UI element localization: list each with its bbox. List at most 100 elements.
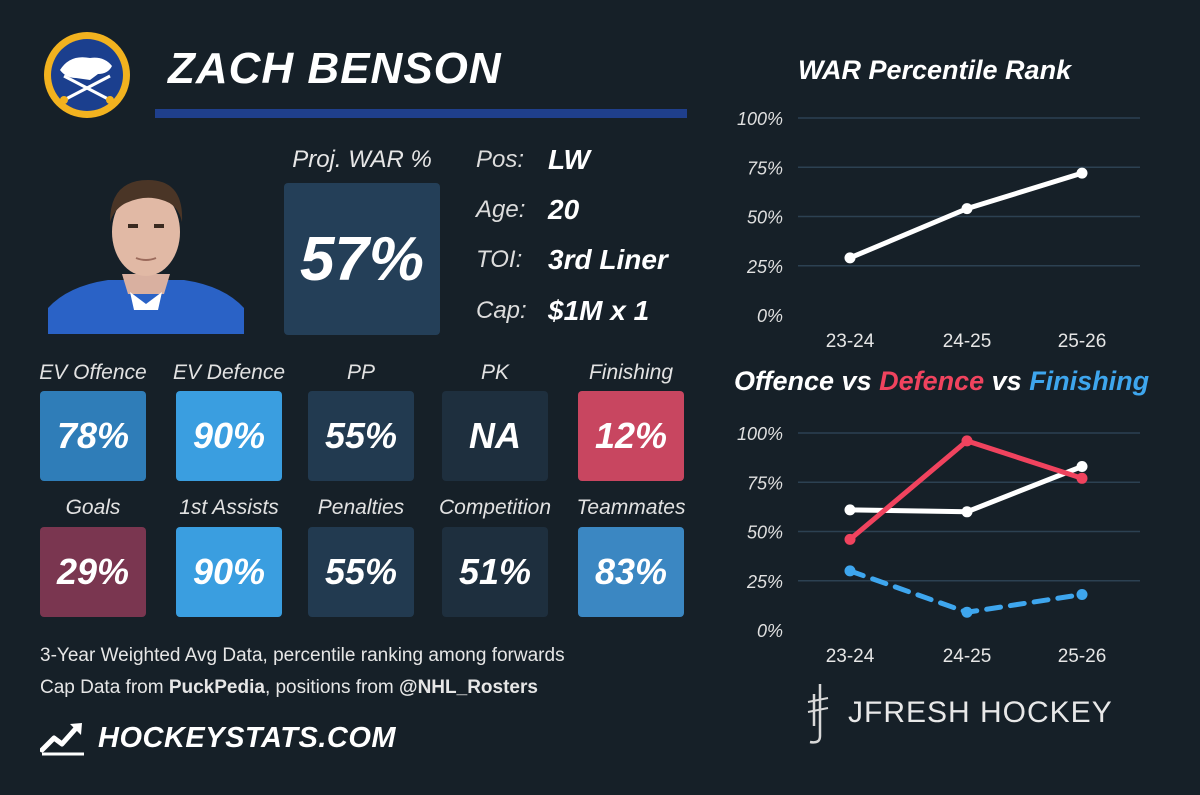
stat-value: 83% xyxy=(594,551,668,592)
stat-label-penalties: Penalties xyxy=(317,496,405,519)
stat-label-pk: PK xyxy=(480,361,509,384)
stat-value: 90% xyxy=(192,415,266,456)
footnote-method: 3-Year Weighted Avg Data, percentile ran… xyxy=(40,645,565,666)
stat-value: 29% xyxy=(56,551,130,592)
series-line-2 xyxy=(847,568,1085,615)
stat-box-competition: 51% xyxy=(442,527,548,617)
proj-war-label: Proj. WAR % xyxy=(292,146,432,173)
sabres-logo-icon xyxy=(44,32,130,118)
chart2-title-vs1: vs xyxy=(834,366,880,396)
info-row-pos: Pos: LW xyxy=(476,140,590,180)
x-tick-label: 23-24 xyxy=(826,331,875,352)
info-label: TOI: xyxy=(476,246,523,273)
name-underline xyxy=(155,109,687,118)
y-tick-label: 0% xyxy=(757,306,783,326)
proj-war-box: 57% xyxy=(284,183,440,335)
info-value: LW xyxy=(548,144,590,175)
x-tick-label: 25-26 xyxy=(1058,331,1107,352)
data-point xyxy=(961,606,973,618)
chart2-title-finishing: Finishing xyxy=(1029,366,1150,396)
chart2-title-vs2: vs xyxy=(984,366,1030,396)
stat-box-penalties: 55% xyxy=(308,527,414,617)
chart1-title: WAR Percentile Rank xyxy=(798,55,1072,85)
y-tick-label: 25% xyxy=(746,572,783,592)
war-percentile-chart: 0% 25% 50% 75% 100% 23-24 24-25 25-26 xyxy=(737,109,1140,352)
stat-value: 78% xyxy=(56,415,130,456)
x-tick-label: 24-25 xyxy=(943,331,992,352)
y-tick-label: 25% xyxy=(746,257,783,277)
stat-value: 55% xyxy=(324,415,398,456)
info-value: $1M x 1 xyxy=(548,295,650,326)
y-tick-label: 50% xyxy=(747,523,783,543)
y-tick-label: 100% xyxy=(737,109,783,129)
stat-box-1st-assists: 90% xyxy=(176,527,282,617)
stat-label-1st-assists: 1st Assists xyxy=(179,496,279,519)
stat-label-finishing: Finishing xyxy=(588,361,674,384)
footnote-sources: Cap Data from PuckPedia, positions from … xyxy=(40,677,538,699)
jfresh-brand: JFRESH HOCKEY xyxy=(800,680,1113,746)
series-line-0 xyxy=(847,170,1085,261)
y-tick-label: 75% xyxy=(747,473,783,493)
info-label: Age: xyxy=(476,196,526,223)
proj-war-value: 57% xyxy=(299,224,425,294)
hockeystats-brand: HOCKEYSTATS.COM xyxy=(40,720,396,756)
chart2-title-defence: Defence xyxy=(879,366,985,396)
series-line-1 xyxy=(847,438,1085,542)
stat-box-pp: 55% xyxy=(308,391,414,481)
data-point xyxy=(961,435,973,447)
stat-label-teammates: Teammates xyxy=(576,496,686,519)
info-label: Pos: xyxy=(476,146,525,173)
data-point xyxy=(844,252,856,264)
y-tick-label: 0% xyxy=(757,621,783,641)
info-value: 3rd Liner xyxy=(548,244,668,275)
stat-label-ev-offence: EV Offence xyxy=(39,361,147,384)
chart2-title: Offence vs Defence vs Finishing xyxy=(734,366,1149,397)
info-row-age: Age: 20 xyxy=(476,190,579,230)
data-point xyxy=(844,504,856,516)
stat-label-ev-defence: EV Defence xyxy=(172,361,286,384)
player-name: ZACH BENSON xyxy=(168,44,502,93)
offence-defence-finishing-chart: 0% 25% 50% 75% 100% 23-24 24-25 25-26 xyxy=(737,424,1140,667)
stat-box-goals: 29% xyxy=(40,527,146,617)
stat-box-pk: NA xyxy=(442,391,548,481)
data-point xyxy=(1076,472,1088,484)
stat-value: 12% xyxy=(594,415,668,456)
jfresh-logo-icon xyxy=(807,684,829,744)
hockeystats-text: HOCKEYSTATS.COM xyxy=(98,721,397,754)
data-point xyxy=(961,203,973,215)
x-tick-label: 23-24 xyxy=(826,646,875,667)
hockeystats-logo-icon xyxy=(40,723,84,756)
stat-value: NA xyxy=(469,415,521,456)
stat-label-goals: Goals xyxy=(65,496,121,519)
data-point xyxy=(844,565,856,577)
stat-box-ev-defence: 90% xyxy=(176,391,282,481)
data-point xyxy=(961,506,973,518)
info-value: 20 xyxy=(548,194,580,225)
data-point xyxy=(1076,589,1088,601)
series-line-0 xyxy=(847,463,1085,515)
chart2-title-offence: Offence xyxy=(734,366,835,396)
stat-label-pp: PP xyxy=(346,361,375,384)
x-tick-label: 24-25 xyxy=(943,646,992,667)
stat-box-ev-offence: 78% xyxy=(40,391,146,481)
footnote-prefix: Cap Data from xyxy=(40,677,169,698)
stat-box-teammates: 83% xyxy=(578,527,684,617)
player-headshot-icon xyxy=(48,180,244,334)
player-headshot xyxy=(48,170,244,334)
jfresh-text: JFRESH HOCKEY xyxy=(848,696,1113,729)
y-tick-label: 50% xyxy=(747,208,783,228)
footnote-handle: @NHL_Rosters xyxy=(399,677,538,698)
x-tick-label: 25-26 xyxy=(1058,646,1107,667)
stat-label-competition: Competition xyxy=(438,496,552,519)
y-tick-label: 75% xyxy=(747,158,783,178)
info-row-toi: TOI: 3rd Liner xyxy=(476,240,668,280)
stat-value: 90% xyxy=(192,551,266,592)
info-row-cap: Cap: $1M x 1 xyxy=(476,291,649,331)
info-label: Cap: xyxy=(476,297,527,324)
data-point xyxy=(1076,460,1088,472)
data-point xyxy=(1076,167,1088,179)
team-logo xyxy=(42,30,132,120)
stat-value: 51% xyxy=(458,551,532,592)
data-point xyxy=(844,533,856,545)
footnote-source-puckpedia: PuckPedia xyxy=(168,677,265,698)
